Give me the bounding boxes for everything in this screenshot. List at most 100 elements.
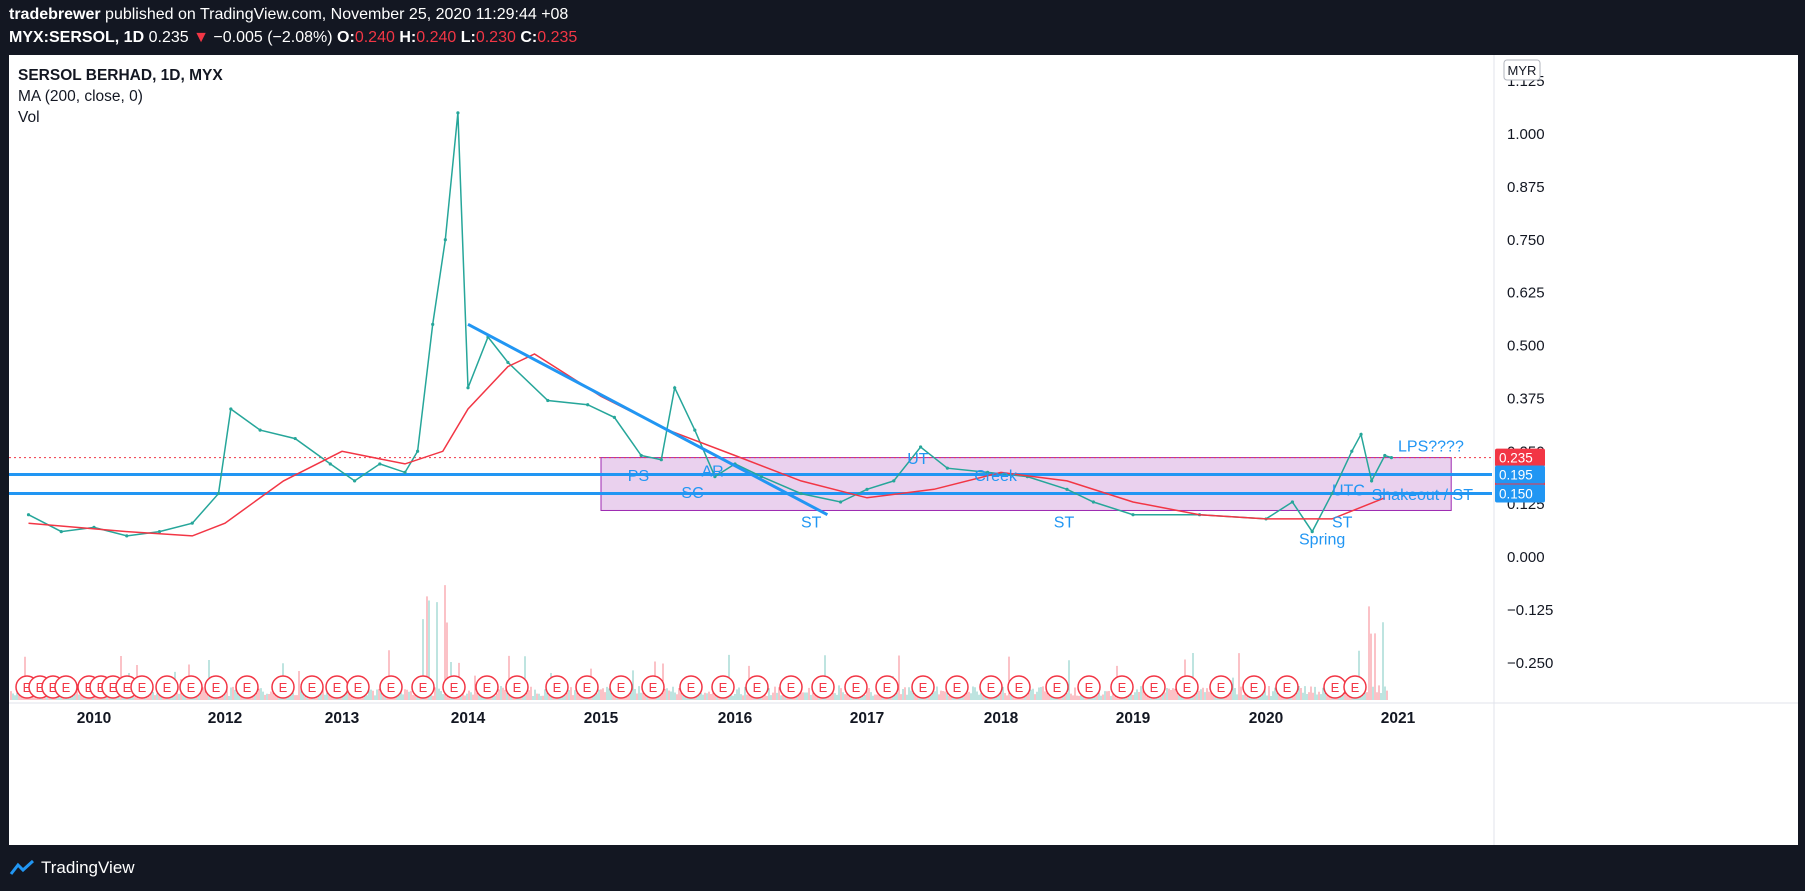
- downtrend-line[interactable]: [467, 323, 829, 517]
- earnings-marker-label: E: [617, 680, 626, 695]
- earnings-marker[interactable]: [1242, 675, 1266, 699]
- earnings-marker[interactable]: [379, 675, 403, 699]
- earnings-marker[interactable]: [505, 675, 529, 699]
- earnings-marker[interactable]: [300, 675, 324, 699]
- price-point: [431, 322, 435, 326]
- earnings-marker[interactable]: [346, 675, 370, 699]
- brand-label: TradingView: [41, 858, 135, 877]
- earnings-marker[interactable]: [130, 675, 154, 699]
- price-point: [506, 360, 510, 365]
- high-value: 0.240: [416, 29, 457, 46]
- earnings-marker[interactable]: [1110, 675, 1134, 699]
- price-point: [865, 487, 869, 491]
- earnings-marker[interactable]: [844, 675, 868, 699]
- earnings-marker-label: E: [212, 680, 221, 695]
- earnings-marker[interactable]: [155, 675, 179, 699]
- earnings-marker-label: E: [163, 680, 172, 695]
- earnings-marker[interactable]: [779, 675, 803, 699]
- earnings-marker[interactable]: [745, 675, 769, 699]
- tradingview-brand[interactable]: TradingView: [9, 858, 135, 878]
- legend-ma[interactable]: MA (200, close, 0): [18, 88, 143, 105]
- tradingview-logo-icon: [9, 859, 35, 875]
- close-value: 0.235: [537, 29, 578, 46]
- legend-vol[interactable]: Vol: [18, 109, 40, 126]
- earnings-marker[interactable]: [411, 675, 435, 699]
- price-tag-label: 0.195: [1499, 468, 1533, 483]
- earnings-marker[interactable]: [711, 675, 735, 699]
- wyckoff-annotation[interactable]: Creek: [974, 468, 1018, 485]
- price-point: [839, 500, 843, 504]
- price-tag: [1495, 484, 1545, 503]
- price-point: [258, 428, 262, 432]
- ohlc-line: MYX:SERSOL, 1D 0.235 ▼ −0.005 (−2.08%) O…: [9, 29, 577, 47]
- y-tick-label: 0.750: [1507, 232, 1545, 249]
- earnings-marker-label: E: [1118, 680, 1127, 695]
- earnings-marker[interactable]: [811, 675, 835, 699]
- earnings-marker[interactable]: [979, 675, 1003, 699]
- price-chart[interactable]: 1.1251.0000.8750.7500.6250.5000.3750.250…: [9, 55, 1798, 845]
- wyckoff-annotation[interactable]: LPS????: [1398, 438, 1464, 455]
- wyckoff-annotation[interactable]: UT: [907, 451, 929, 468]
- earnings-marker[interactable]: [1077, 675, 1101, 699]
- earnings-marker[interactable]: [1343, 675, 1367, 699]
- earnings-marker[interactable]: [204, 675, 228, 699]
- price-point: [639, 453, 643, 458]
- earnings-marker-label: E: [513, 680, 522, 695]
- price-point: [229, 407, 233, 411]
- author-name[interactable]: tradebrewer: [9, 6, 101, 23]
- earnings-marker[interactable]: [1275, 675, 1299, 699]
- earnings-marker[interactable]: [1142, 675, 1166, 699]
- earnings-marker[interactable]: [609, 675, 633, 699]
- price-point: [986, 470, 990, 474]
- accumulation-range-box[interactable]: [600, 457, 1452, 511]
- y-tick-label: −0.125: [1507, 602, 1553, 619]
- wyckoff-annotation[interactable]: UTC: [1332, 483, 1365, 500]
- earnings-marker[interactable]: [945, 675, 969, 699]
- wyckoff-annotation[interactable]: ST: [801, 514, 822, 531]
- earnings-marker[interactable]: [679, 675, 703, 699]
- earnings-marker-label: E: [883, 680, 892, 695]
- earnings-marker[interactable]: [179, 675, 203, 699]
- earnings-marker[interactable]: [875, 675, 899, 699]
- price-point: [216, 491, 221, 496]
- earnings-marker-label: E: [1217, 680, 1226, 695]
- currency-badge[interactable]: [1503, 59, 1541, 81]
- earnings-marker[interactable]: [911, 675, 935, 699]
- earnings-marker-label: E: [333, 680, 342, 695]
- earnings-marker[interactable]: [1007, 675, 1031, 699]
- wyckoff-annotation[interactable]: PS: [628, 468, 649, 485]
- price-point: [328, 462, 332, 466]
- earnings-marker[interactable]: [1045, 675, 1069, 699]
- wyckoff-annotation[interactable]: SC: [681, 485, 703, 502]
- last-price: 0.235: [148, 29, 189, 46]
- y-tick-label: −0.250: [1507, 655, 1553, 672]
- wyckoff-annotation[interactable]: ST: [1054, 514, 1075, 531]
- wyckoff-annotation[interactable]: AR: [702, 464, 724, 481]
- x-tick-label: 2012: [208, 710, 242, 727]
- earnings-marker-label: E: [36, 680, 45, 695]
- open-label: O:: [337, 29, 355, 46]
- publish-line: tradebrewer published on TradingView.com…: [9, 6, 568, 24]
- close-label: C:: [520, 29, 538, 46]
- earnings-marker[interactable]: [545, 675, 569, 699]
- earnings-marker-label: E: [1085, 680, 1094, 695]
- earnings-marker[interactable]: [442, 675, 466, 699]
- wyckoff-annotation[interactable]: ST: [1332, 514, 1353, 531]
- price-point: [693, 428, 697, 432]
- earnings-marker[interactable]: [641, 675, 665, 699]
- earnings-marker-label: E: [419, 680, 428, 695]
- chart-area[interactable]: 1.1251.0000.8750.7500.6250.5000.3750.250…: [9, 55, 1798, 845]
- earnings-marker[interactable]: [575, 675, 599, 699]
- earnings-marker[interactable]: [235, 675, 259, 699]
- earnings-marker[interactable]: [1175, 675, 1199, 699]
- earnings-marker[interactable]: [271, 675, 295, 699]
- price-point: [125, 534, 129, 538]
- price-change: −0.005 (−2.08%): [213, 29, 333, 46]
- earnings-marker[interactable]: [475, 675, 499, 699]
- wyckoff-annotation[interactable]: Shakeout / ST: [1372, 487, 1474, 504]
- earnings-marker-label: E: [49, 680, 58, 695]
- wyckoff-annotation[interactable]: Spring: [1299, 531, 1345, 548]
- earnings-marker[interactable]: [54, 675, 78, 699]
- earnings-marker[interactable]: [1209, 675, 1233, 699]
- price-point: [1131, 513, 1135, 517]
